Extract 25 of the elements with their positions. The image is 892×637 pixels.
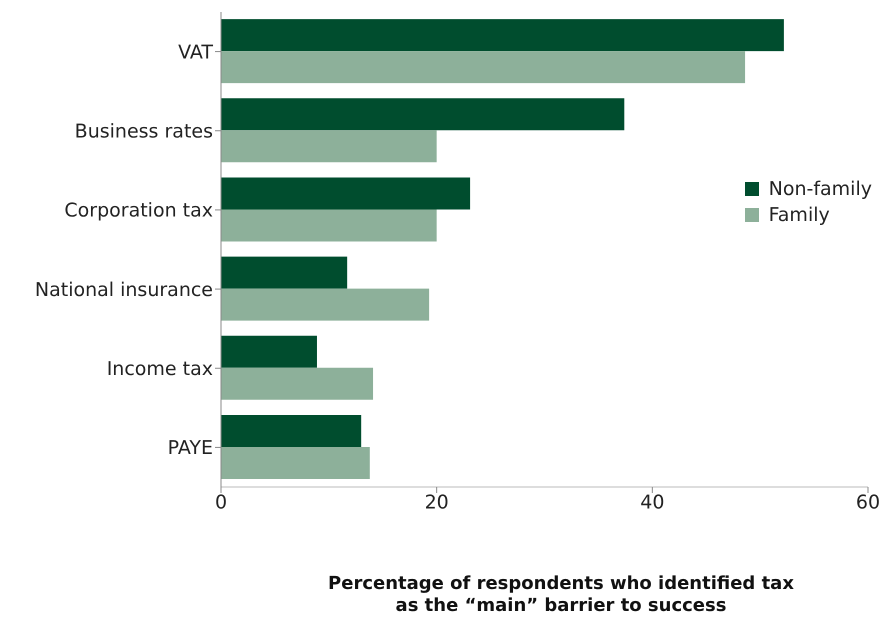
bar — [221, 130, 437, 162]
x-tick-label: 20 — [424, 491, 449, 514]
y-tick-label: Corporation tax — [64, 200, 213, 222]
bar — [221, 368, 374, 400]
x-tick-label: 0 — [214, 491, 228, 514]
bar — [221, 177, 470, 210]
bar — [221, 336, 317, 368]
bar — [221, 19, 784, 52]
bar — [221, 98, 624, 130]
y-tick-label: VAT — [178, 41, 214, 64]
bar — [221, 414, 362, 447]
bar — [221, 446, 370, 479]
x-tick-label: 60 — [856, 491, 880, 514]
x-axis-title: Percentage of respondents who identified tax as the “main” barrier to success — [327, 573, 795, 616]
bar — [221, 288, 430, 321]
y-tick-label: National insurance — [34, 278, 213, 301]
legend-label: Family — [768, 204, 831, 226]
y-tick-label: PAYE — [168, 437, 213, 460]
bar — [221, 256, 348, 289]
bar — [221, 209, 437, 242]
y-tick-label: Income tax — [106, 358, 213, 380]
legend-label: Non-family — [768, 178, 872, 200]
y-tick-label: Business rates — [74, 120, 213, 142]
bar — [221, 51, 746, 84]
x-tick-label: 40 — [640, 491, 664, 514]
